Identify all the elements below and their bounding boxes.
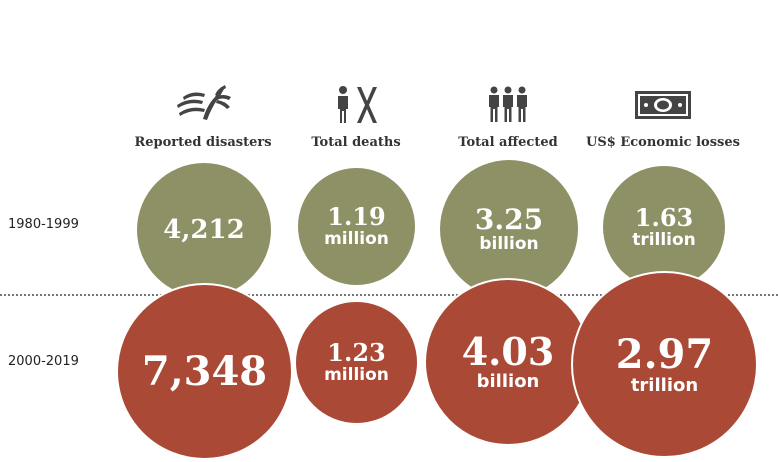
period-label-2000-2019: 2000-2019: [8, 354, 79, 369]
bubble-2000-total-deaths: 1.23 million: [294, 300, 419, 425]
unit-2000-economic-losses: trillion: [630, 374, 699, 396]
storm-icon: [177, 85, 231, 120]
value-2000-economic-losses: 2.97: [615, 330, 714, 378]
bubble-1980-total-affected: 3.25 billion: [440, 160, 578, 298]
bubble-1980-reported-disasters: 4,212: [137, 163, 271, 297]
bubble-2000-economic-losses: 2.97 trillion: [571, 271, 758, 458]
person-death-icon: [338, 86, 377, 123]
category-label-total-deaths: Total deaths: [311, 135, 401, 150]
bubble-2000-reported-disasters: 7,348: [116, 283, 293, 460]
banknote-icon: [635, 91, 691, 119]
period-label-1980-1999: 1980-1999: [8, 217, 79, 232]
bubble-1980-economic-losses: 1.63 trillion: [603, 166, 725, 288]
value-1980-total-deaths: 1.19: [327, 202, 386, 231]
value-1980-total-affected: 3.25: [474, 202, 544, 236]
unit-1980-total-deaths: million: [324, 229, 389, 249]
value-1980-reported-disasters: 4,212: [163, 215, 245, 245]
bubble-1980-total-deaths: 1.19 million: [298, 168, 415, 285]
period-divider: [0, 294, 778, 296]
value-2000-reported-disasters: 7,348: [141, 347, 268, 395]
category-label-economic-losses: US$ Economic losses: [586, 135, 740, 150]
value-2000-total-deaths: 1.23: [327, 338, 386, 367]
value-2000-total-affected: 4.03: [461, 329, 555, 374]
category-label-total-affected: Total affected: [458, 135, 558, 150]
unit-1980-total-affected: billion: [479, 233, 539, 254]
category-label-reported-disasters: Reported disasters: [134, 135, 272, 150]
bubble-2000-total-affected: 4.03 billion: [424, 278, 592, 446]
unit-1980-economic-losses: trillion: [632, 229, 696, 250]
unit-2000-total-deaths: million: [324, 365, 389, 385]
unit-2000-total-affected: billion: [476, 371, 540, 392]
value-1980-economic-losses: 1.63: [634, 202, 694, 232]
group-people-icon: [489, 86, 527, 122]
